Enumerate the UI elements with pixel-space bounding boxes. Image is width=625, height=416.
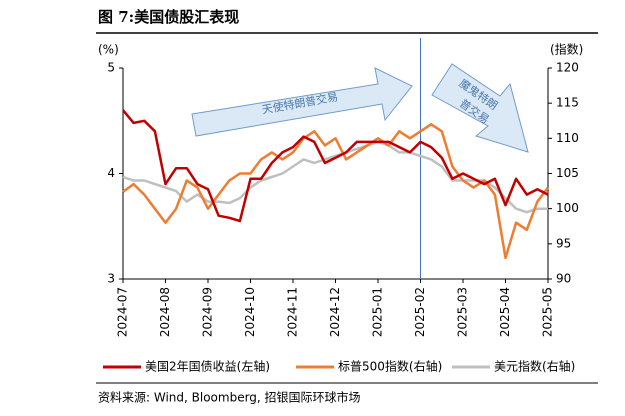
x-tick-label: 2024-10 bbox=[243, 287, 257, 337]
legend-label: 美国2年国债收益(左轴) bbox=[145, 359, 270, 374]
x-tick-label: 2024-07 bbox=[116, 287, 130, 337]
y-tick-label: 4 bbox=[107, 166, 115, 180]
y2-tick-label: 100 bbox=[556, 201, 579, 215]
x-tick-label: 2024-08 bbox=[158, 287, 172, 337]
x-tick-label: 2025-01 bbox=[371, 287, 385, 337]
series-line bbox=[122, 140, 548, 214]
y2-tick-label: 90 bbox=[556, 272, 571, 286]
legend-label: 美元指数(右轴) bbox=[494, 359, 575, 374]
series-line bbox=[122, 109, 549, 223]
y2-axis-label: (指数) bbox=[550, 42, 583, 57]
y2-tick-label: 115 bbox=[556, 96, 579, 110]
source: 资料来源: Wind, Bloomberg, 招银国际环球市场 bbox=[98, 390, 361, 405]
y2-tick-label: 110 bbox=[556, 131, 579, 145]
y2-tick-label: 95 bbox=[556, 236, 571, 250]
y-tick-label: 5 bbox=[107, 61, 115, 75]
x-tick-label: 2024-12 bbox=[328, 287, 342, 337]
chart-title: 图 7:美国债股汇表现 bbox=[98, 8, 239, 26]
y2-tick-label: 105 bbox=[556, 166, 579, 180]
x-tick-label: 2025-04 bbox=[498, 287, 512, 337]
legend-label: 标普500指数(右轴) bbox=[338, 359, 442, 374]
x-tick-label: 2025-03 bbox=[456, 287, 470, 337]
x-tick-label: 2025-05 bbox=[541, 287, 555, 337]
arrow-devil bbox=[431, 63, 529, 153]
x-tick-label: 2025-02 bbox=[413, 287, 427, 337]
x-tick-label: 2024-09 bbox=[201, 287, 215, 337]
arrow-angel bbox=[191, 67, 413, 137]
y2-tick-label: 120 bbox=[556, 61, 579, 75]
y-tick-label: 3 bbox=[107, 272, 115, 286]
x-tick-label: 2024-11 bbox=[286, 287, 300, 337]
y-axis-label: (%) bbox=[98, 43, 119, 57]
series-line bbox=[122, 123, 549, 260]
